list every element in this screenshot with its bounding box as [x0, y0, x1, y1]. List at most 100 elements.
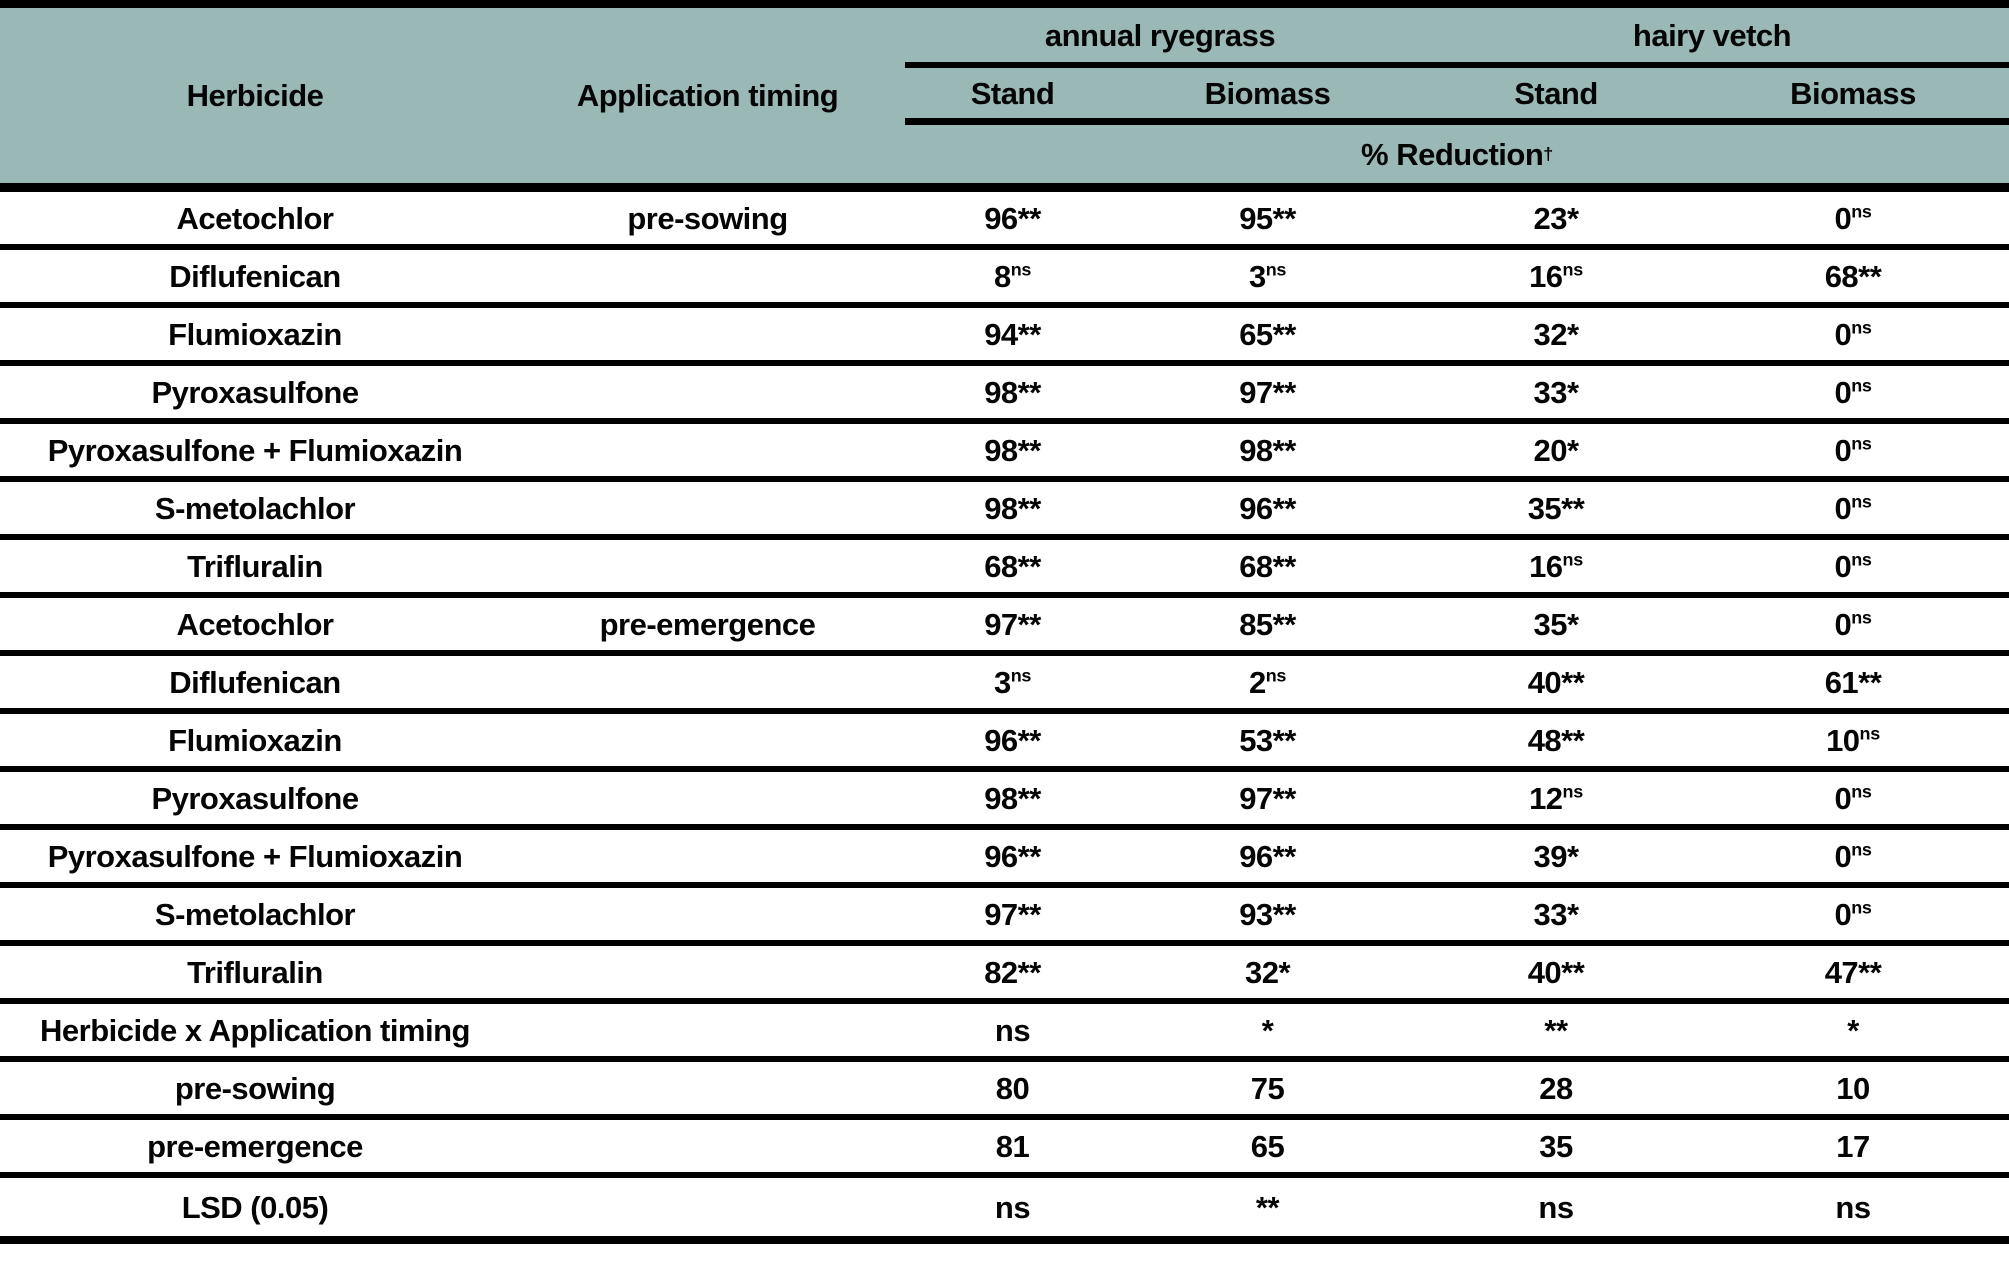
table-row: Trifluralin 68** 68** 16ns 0ns [0, 540, 2009, 598]
table-row: Herbicide x Application timing ns * ** * [0, 1004, 2009, 1062]
table-row: Pyroxasulfone + Flumioxazin 96** 96** 39* 0n… [0, 830, 2009, 888]
table-row: LSD (0.05) ns ** ns ns [0, 1178, 2009, 1236]
value-cell: 65** [1239, 316, 1296, 352]
significance-superscript: ns [1851, 897, 1872, 918]
value-cell: 93** [1239, 896, 1296, 932]
value-cell: 0ns [1834, 490, 1872, 526]
value-cell: 68** [1824, 258, 1882, 294]
table-row: Pyroxasulfone 98** 97** 12ns 0ns [0, 772, 2009, 830]
herbicide-cell: Pyroxasulfone [151, 374, 359, 410]
significance-superscript: ns [1851, 375, 1872, 396]
table-header: Herbicide Application timing annual ryeg… [0, 0, 2009, 192]
significance-superscript: ns [1562, 259, 1584, 280]
value-cell: 39* [1533, 838, 1579, 874]
value-cell: 10ns [1826, 722, 1881, 758]
value-cell: 40** [1527, 954, 1585, 990]
table-row: pre-sowing 80 75 28 10 [0, 1062, 2009, 1120]
herbicide-cell: S-metolachlor [154, 490, 356, 526]
value-cell: 82** [984, 954, 1041, 990]
value-cell: 28 [1539, 1070, 1573, 1106]
value-cell: 53** [1239, 722, 1296, 758]
value-cell: 35* [1533, 606, 1579, 642]
value-cell: 33* [1533, 374, 1579, 410]
value-cell: 16ns [1529, 258, 1584, 294]
value-cell: ns [1835, 1189, 1871, 1225]
value-cell: 33* [1533, 896, 1579, 932]
value-cell: 0ns [1834, 316, 1872, 352]
value-cell: 68** [984, 548, 1041, 584]
value-cell: 96** [1239, 490, 1296, 526]
table-row: S-metolachlor 97** 93** 33* 0ns [0, 888, 2009, 946]
value-cell: 97** [1239, 780, 1296, 816]
header-ryegrass-biomass: Biomass [1120, 68, 1415, 125]
significance-superscript: ns [1851, 549, 1872, 570]
herbicide-cell: Diflufenican [169, 258, 341, 294]
value-cell: 97** [984, 606, 1041, 642]
value-cell: 2ns [1248, 664, 1287, 700]
table-row: Diflufenican 8ns 3ns 16ns 68** [0, 250, 2009, 308]
table-row: Flumioxazin 96** 53** 48** 10ns [0, 714, 2009, 772]
percent-reduction-label: % Reduction [1361, 136, 1544, 172]
header-group-hairy-vetch: hairy vetch [1415, 8, 2009, 68]
table-row: Pyroxasulfone + Flumioxazin 98** 98** 20* 0n… [0, 424, 2009, 482]
herbicide-cell: Flumioxazin [168, 316, 342, 352]
value-cell: 0ns [1834, 374, 1872, 410]
herbicide-cell: Trifluralin [187, 954, 323, 990]
value-cell: 65 [1250, 1128, 1285, 1164]
value-cell: 0ns [1834, 200, 1872, 236]
value-cell: * [1847, 1012, 1859, 1048]
herbicide-cell: S-metolachlor [154, 896, 356, 932]
herbicide-cell: Flumioxazin [168, 722, 342, 758]
value-cell: 98** [984, 432, 1041, 468]
header-herbicide: Herbicide [186, 78, 324, 113]
value-cell: 81 [995, 1128, 1030, 1164]
value-cell: 0ns [1834, 606, 1872, 642]
table-row: Acetochlor pre-sowing 96** 95** 23* 0ns [0, 192, 2009, 250]
value-cell: 20* [1533, 432, 1579, 468]
header-vetch-biomass: Biomass [1697, 68, 2009, 125]
value-cell: 96** [984, 838, 1041, 874]
table-row: S-metolachlor 98** 96** 35** 0ns [0, 482, 2009, 540]
value-cell: * [1261, 1012, 1274, 1048]
value-cell: 0ns [1834, 896, 1872, 932]
significance-superscript: ns [1265, 259, 1287, 280]
value-cell: 85** [1239, 606, 1296, 642]
value-cell: 97** [984, 896, 1041, 932]
value-cell: 12ns [1529, 780, 1584, 816]
header-ryegrass-stand: Stand [905, 68, 1120, 125]
significance-superscript: ns [1562, 781, 1584, 802]
timing-cell: pre-emergence [599, 606, 816, 642]
value-cell: 3ns [1248, 258, 1287, 294]
table-row: Trifluralin 82** 32* 40** 47** [0, 946, 2009, 1004]
value-cell: 0ns [1834, 780, 1872, 816]
significance-superscript: ns [1851, 781, 1872, 802]
value-cell: 75 [1250, 1070, 1285, 1106]
significance-superscript: ns [1851, 839, 1872, 860]
value-cell: 61** [1824, 664, 1882, 700]
significance-superscript: ns [1859, 723, 1881, 744]
value-cell: 0ns [1834, 548, 1872, 584]
table-row: Flumioxazin 94** 65** 32* 0ns [0, 308, 2009, 366]
value-cell: 98** [984, 374, 1041, 410]
header-group-annual-ryegrass: annual ryegrass [905, 8, 1415, 68]
significance-superscript: ns [1851, 433, 1872, 454]
herbicide-cell: Herbicide x Application timing [40, 1012, 470, 1048]
value-cell: 98** [1239, 432, 1296, 468]
table-row: Pyroxasulfone 98** 97** 33* 0ns [0, 366, 2009, 424]
timing-cell: pre-sowing [627, 200, 788, 236]
significance-superscript: ns [1010, 259, 1032, 280]
value-cell: 96** [984, 200, 1041, 236]
value-cell: 3ns [993, 664, 1032, 700]
value-cell: 48** [1527, 722, 1585, 758]
value-cell: ns [994, 1189, 1031, 1225]
value-cell: 35** [1527, 490, 1585, 526]
value-cell: 97** [1239, 374, 1296, 410]
table-row: Acetochlor pre-emergence 97** 85** 35* 0ns [0, 598, 2009, 656]
value-cell: 17 [1836, 1128, 1870, 1164]
value-cell: 47** [1824, 954, 1882, 990]
herbicide-cell: pre-sowing [174, 1070, 336, 1106]
header-application-timing: Application timing [576, 78, 839, 113]
herbicide-cell: Diflufenican [169, 664, 341, 700]
value-cell: 80 [995, 1070, 1030, 1106]
